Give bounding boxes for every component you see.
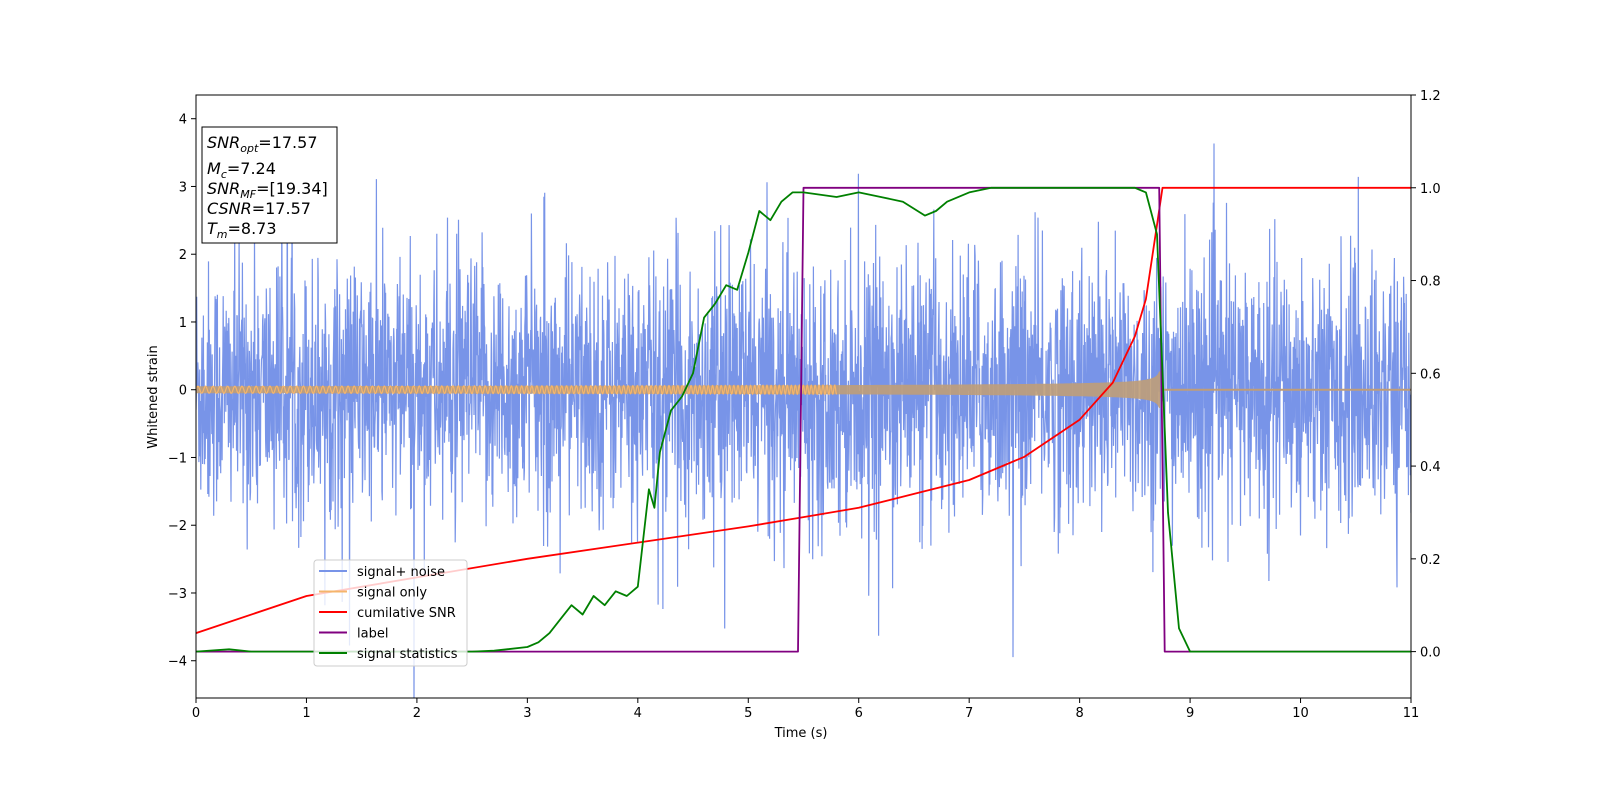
- y-left-tick-label: 2: [179, 248, 187, 263]
- legend-label: signal only: [357, 586, 427, 601]
- y-left-tick-label: 3: [179, 180, 187, 195]
- x-tick-label: 3: [523, 706, 531, 721]
- info-box-line: Mc=7.24: [207, 159, 276, 181]
- y-right-tick-label: 0.2: [1420, 553, 1441, 568]
- legend-label: label: [357, 627, 388, 642]
- y-axis-left: −4 −3 −2 −1 0 1 2 3 4: [168, 113, 196, 670]
- y-right-tick-label: 0.0: [1420, 646, 1441, 661]
- signal-statistics-line: [196, 186, 1411, 653]
- y-right-tick-label: 1.2: [1420, 89, 1441, 104]
- y-left-tick-label: 1: [179, 316, 187, 331]
- x-tick-label: 9: [1186, 706, 1194, 721]
- y-right-tick-label: 0.8: [1420, 275, 1441, 290]
- legend-label: signal statistics: [357, 647, 458, 662]
- y-left-tick-label: −4: [168, 655, 187, 670]
- legend-label: signal+ noise: [357, 565, 445, 580]
- x-tick-label: 4: [634, 706, 642, 721]
- x-tick-label: 7: [965, 706, 973, 721]
- signal-only-line: [196, 383, 838, 396]
- y-axis-right: 0.0 0.2 0.4 0.6 0.8 1.0 1.2: [1411, 89, 1441, 661]
- signal-noise-series: [196, 141, 1411, 698]
- y-axis-label: Whitened strain: [146, 345, 161, 448]
- x-axis-label: Time (s): [774, 726, 828, 741]
- y-left-tick-label: 0: [179, 384, 187, 399]
- legend: signal+ noise signal only cumilative SNR la…: [313, 559, 468, 667]
- x-tick-label: 8: [1075, 706, 1083, 721]
- info-box: SNRopt=17.57 Mc=7.24SNRMF=[19.34]CSNR=17.…: [201, 126, 338, 244]
- cumulative-snr-line: [196, 186, 1411, 634]
- y-left-tick-label: −2: [168, 519, 187, 534]
- x-tick-label: 1: [302, 706, 310, 721]
- y-left-tick-label: −1: [168, 451, 187, 466]
- x-tick-label: 11: [1403, 706, 1420, 721]
- x-axis: 0 1 2 3 4 5 6 7 8 9 10 11: [192, 698, 1419, 721]
- line-series: [196, 186, 1411, 653]
- signal-only-series: [196, 371, 1411, 408]
- y-left-tick-label: −3: [168, 587, 187, 602]
- y-left-tick-label: 4: [179, 113, 187, 128]
- plot-frame: [195, 94, 1412, 699]
- legend-label: cumilative SNR: [357, 606, 456, 621]
- x-tick-label: 5: [744, 706, 752, 721]
- y-right-tick-label: 0.6: [1420, 367, 1441, 382]
- info-box-line: Tm=8.73: [207, 219, 277, 241]
- signal-noise-line: [196, 141, 1411, 698]
- info-box-line: SNRopt=17.57: [207, 133, 318, 155]
- x-tick-label: 6: [855, 706, 863, 721]
- y-right-tick-label: 0.4: [1420, 460, 1441, 475]
- info-box-line: SNRMF=[19.34]: [207, 179, 328, 201]
- x-tick-label: 10: [1292, 706, 1309, 721]
- signal-envelope: [196, 371, 1161, 408]
- x-tick-label: 0: [192, 706, 200, 721]
- y-right-tick-label: 1.0: [1420, 182, 1441, 197]
- x-tick-label: 2: [413, 706, 421, 721]
- info-box-line: CSNR=17.57: [207, 199, 311, 218]
